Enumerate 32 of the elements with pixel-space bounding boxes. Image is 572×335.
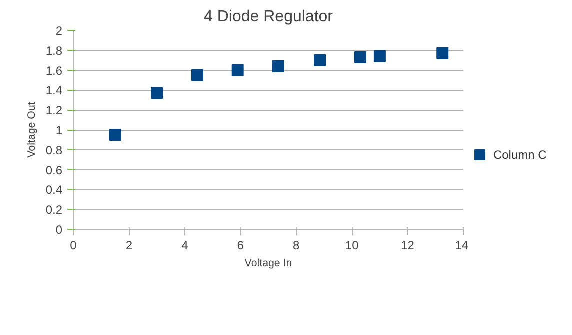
x-tick-label: 12 — [401, 238, 415, 252]
y-tick-label: 0.8 — [46, 143, 63, 158]
point — [232, 64, 244, 76]
x-tick-label: 6 — [237, 238, 244, 252]
x-tick-label: 2 — [126, 238, 133, 252]
x-tick-label: 0 — [70, 238, 78, 252]
y-tick-label: 1.2 — [46, 104, 63, 118]
y-tick-label: 1.4 — [46, 84, 63, 98]
x-tick-label: 4 — [182, 238, 189, 252]
y-tick-label: 0.6 — [46, 163, 63, 178]
y-axis-title: Voltage Out — [26, 102, 38, 158]
y-tick-label: 1.6 — [46, 64, 63, 78]
y-tick-label: 1.8 — [46, 44, 63, 58]
x-tick-label: 8 — [293, 238, 300, 252]
point — [314, 54, 326, 66]
chart-title: 4 Diode Regulator — [204, 8, 334, 26]
point — [191, 69, 204, 82]
y-tick-label: 0 — [56, 223, 63, 237]
point — [272, 60, 284, 72]
y-tick-label: 2 — [56, 24, 63, 38]
point — [109, 128, 122, 141]
x-axis-title: Voltage In — [244, 258, 292, 270]
y-tick-label: 0.2 — [46, 203, 63, 218]
y-tick-label: 0.4 — [46, 183, 63, 198]
point — [436, 47, 449, 60]
y-tick-label: 1 — [56, 124, 63, 138]
point — [354, 51, 366, 64]
x-tick-label: 10 — [345, 238, 360, 252]
point — [374, 50, 386, 62]
legend-label: Column C — [493, 148, 548, 162]
x-tick-label: 14 — [455, 238, 469, 252]
point — [151, 87, 164, 100]
